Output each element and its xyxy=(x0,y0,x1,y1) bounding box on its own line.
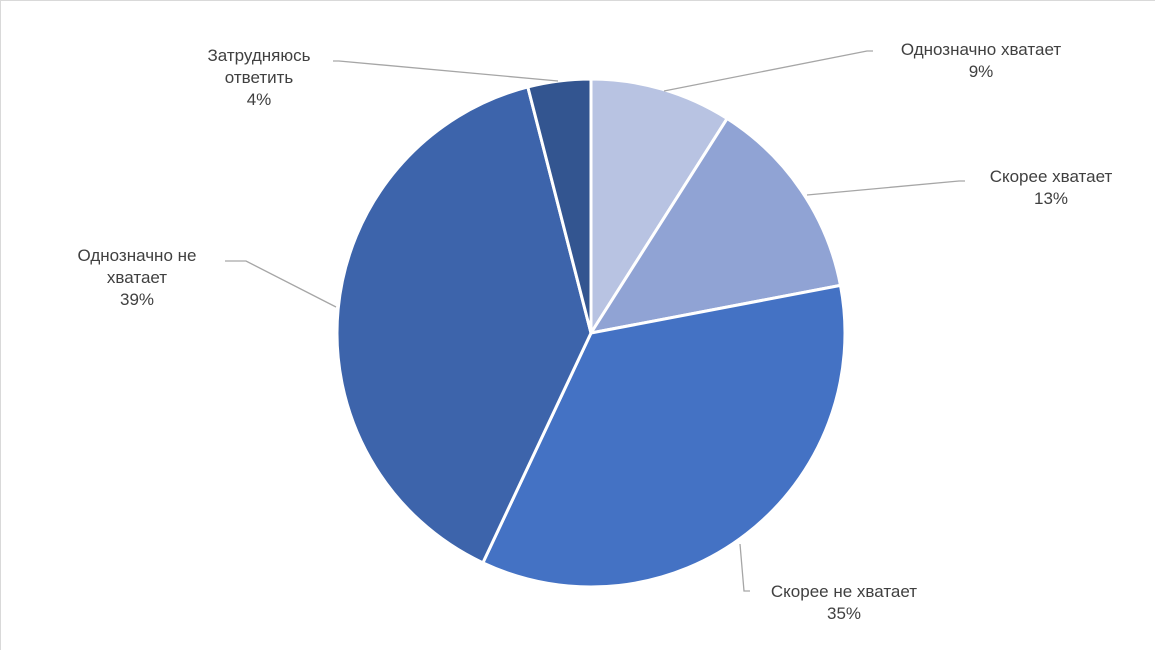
data-label-1: Однозначно хватает 9% xyxy=(901,40,1061,81)
slice-category-label: Однозначно не xyxy=(78,246,197,265)
slice-percent-label: 4% xyxy=(247,90,272,109)
slice-category-label: Затрудняюсь xyxy=(208,46,311,65)
data-label-5: Затрудняюсь ответить 4% xyxy=(208,46,311,109)
slice-category-label: Скорее хватает xyxy=(990,167,1113,186)
pie-slice-1 xyxy=(589,77,729,335)
leader-line-2 xyxy=(806,180,965,196)
data-label-2: Скорее хватает 13% xyxy=(990,167,1113,208)
slice-category-label: ответить xyxy=(225,68,294,87)
leader-line-5 xyxy=(333,60,559,82)
slice-percent-label: 39% xyxy=(120,290,154,309)
leader-line-3 xyxy=(739,543,750,592)
slice-category-label: Скорее не хватает xyxy=(771,582,917,601)
slice-percent-label: 35% xyxy=(827,604,861,623)
slice-percent-label: 9% xyxy=(969,62,994,81)
data-label-3: Скорее не хватает 35% xyxy=(771,582,917,623)
data-label-4: Однозначно не хватает 39% xyxy=(78,246,197,309)
slice-percent-label: 13% xyxy=(1034,189,1068,208)
pie-slices xyxy=(335,77,847,589)
pie-slice-4 xyxy=(335,85,593,565)
pie-slice-5 xyxy=(526,77,593,335)
leader-line-4 xyxy=(225,260,337,308)
pie-slice-3 xyxy=(481,283,847,589)
leader-lines xyxy=(225,50,965,592)
pie-slice-2 xyxy=(589,117,842,335)
leader-line-1 xyxy=(663,50,873,92)
slice-category-label: хватает xyxy=(107,268,167,287)
slice-category-label: Однозначно хватает xyxy=(901,40,1061,59)
